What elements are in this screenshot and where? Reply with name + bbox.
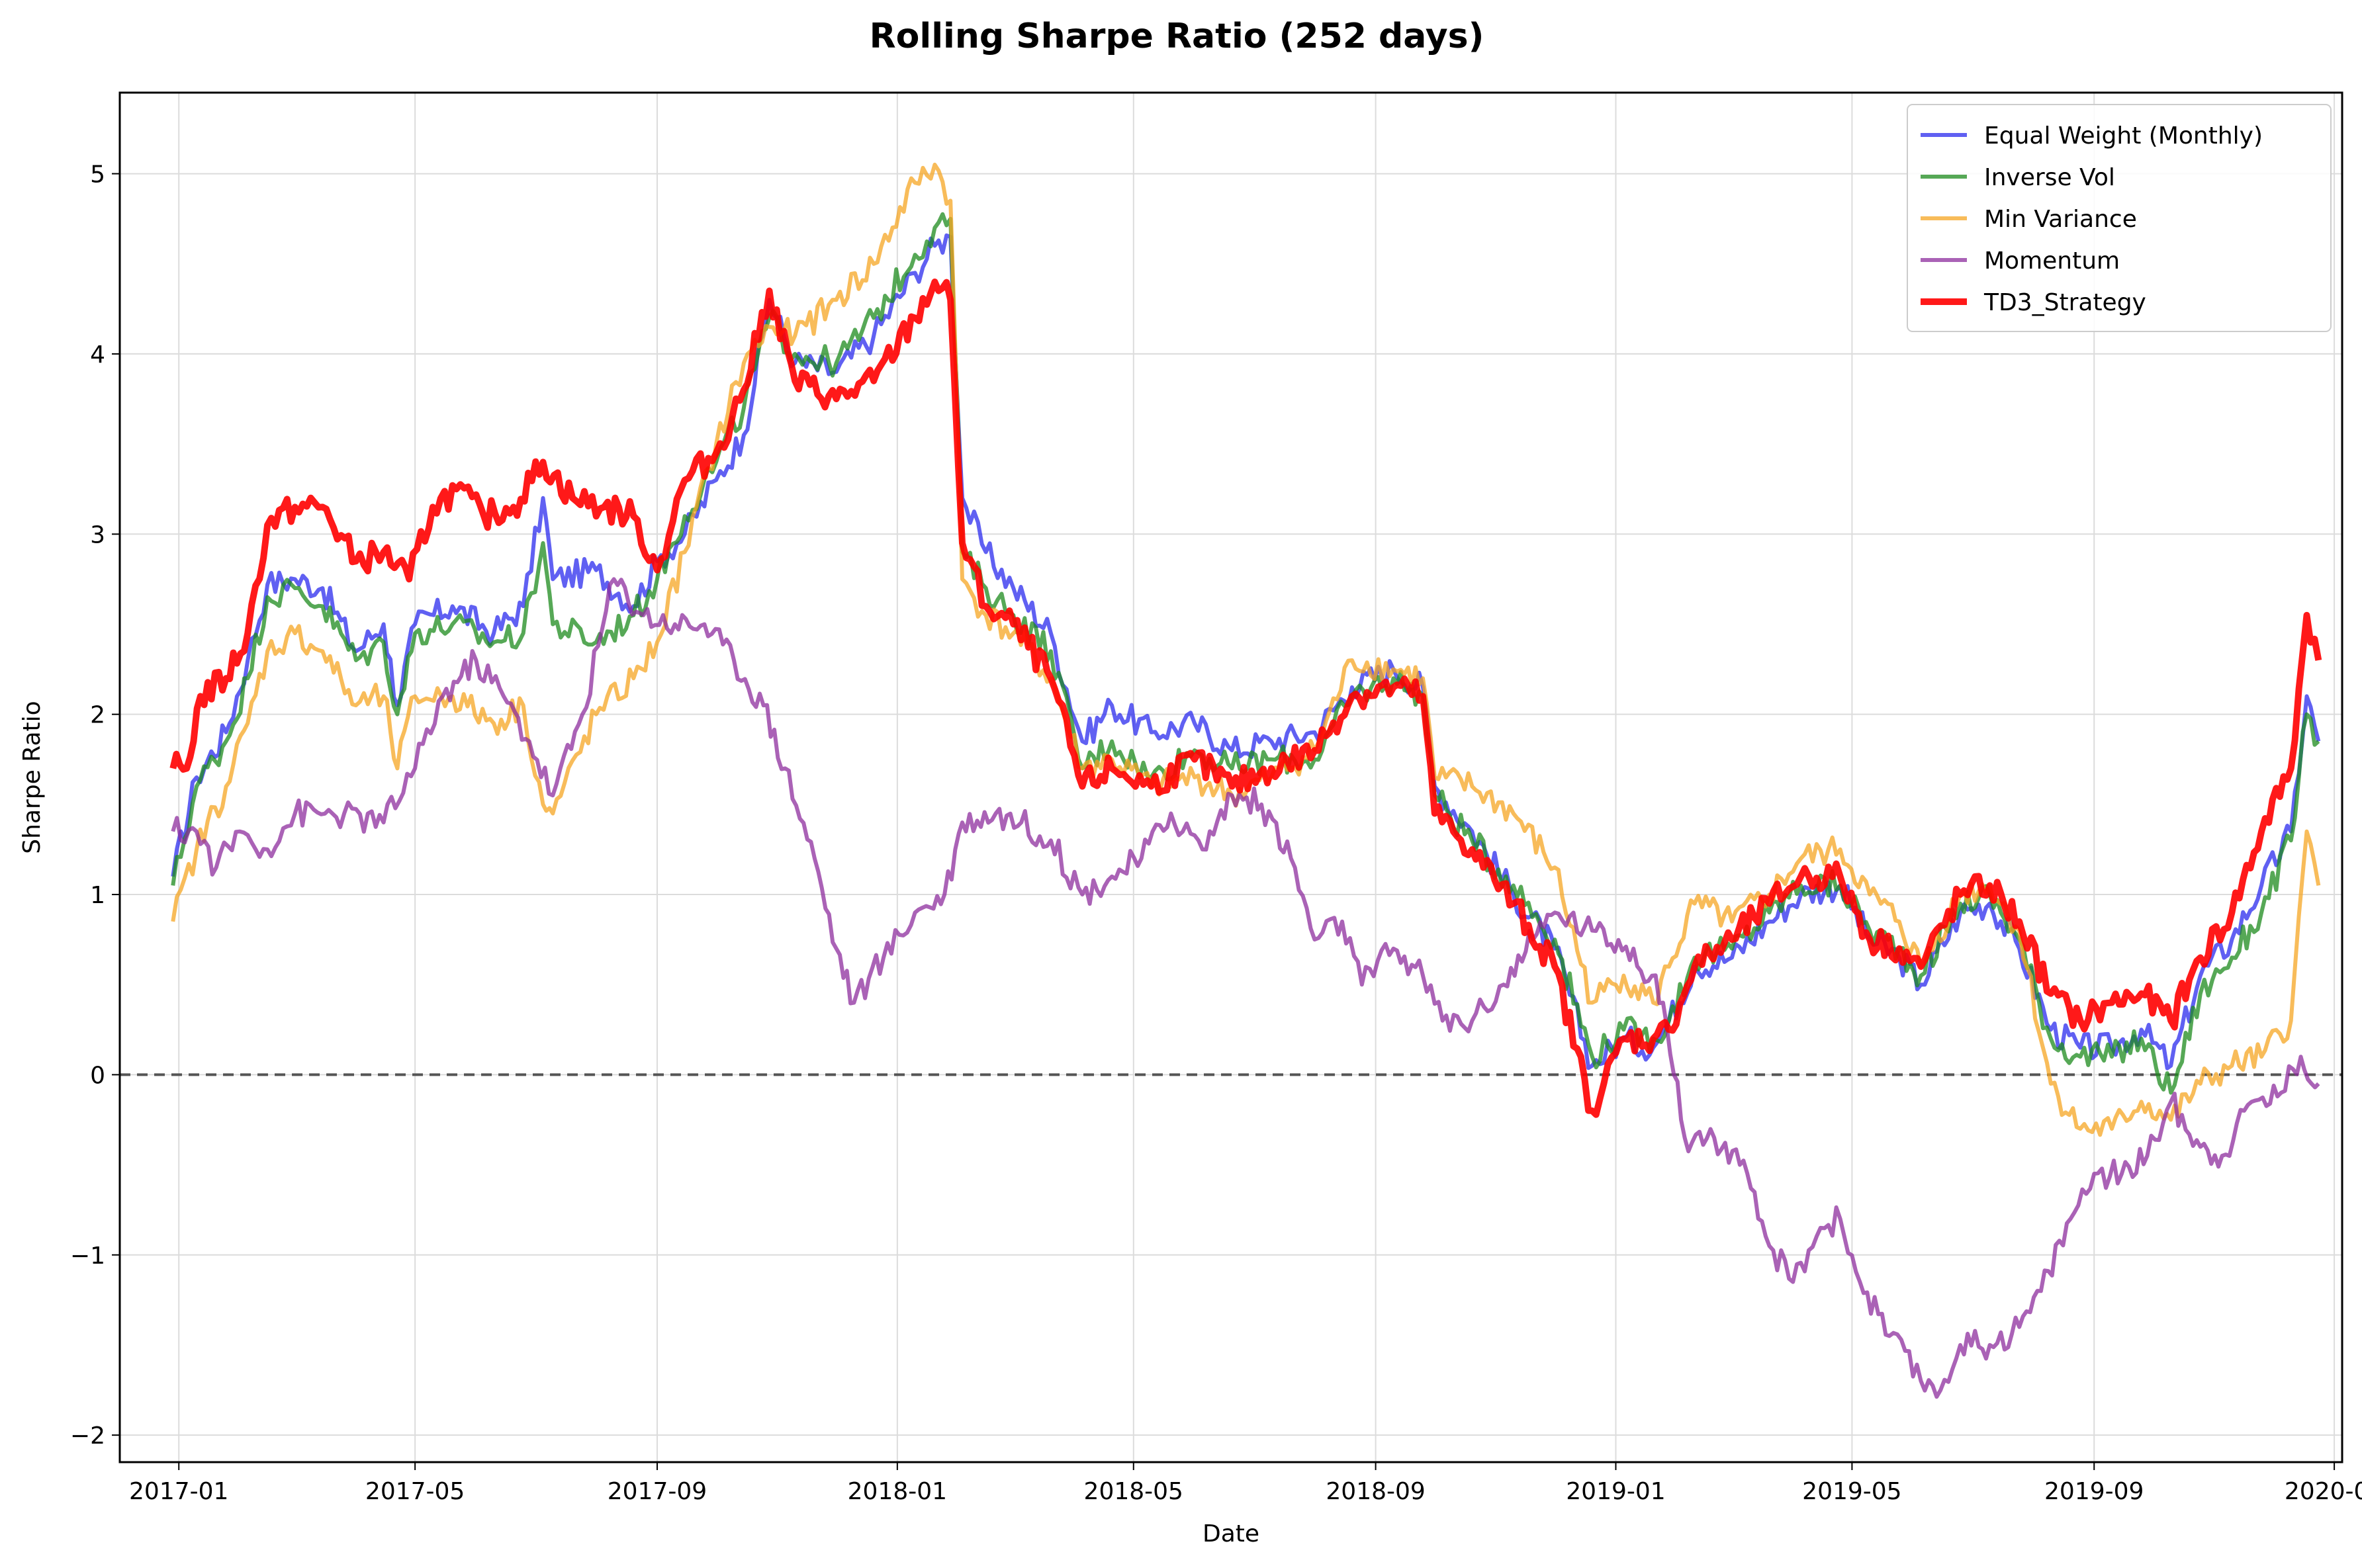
plot-frame [118,91,2343,1463]
x-tick-label: 2018-01 [848,1478,947,1505]
x-tick-label: 2020-01 [2285,1478,2362,1505]
x-tick-label: 2019-01 [1566,1478,1665,1505]
x-axis-label: Date [1203,1520,1259,1547]
series-line-inverse-vol [171,212,2320,1095]
x-tick-label: 2017-01 [129,1478,228,1505]
x-tick-label: 2017-09 [608,1478,707,1505]
y-tick-label: −1 [70,1242,105,1270]
y-tick-label: −2 [70,1422,105,1450]
series-layer [169,162,2322,1399]
series-line-td3-strategy [169,279,2322,1118]
y-tick-label: 1 [90,882,105,909]
legend-label: Inverse Vol [1984,164,2115,191]
legend-label: Min Variance [1984,206,2137,233]
legend-label: TD3_Strategy [1983,289,2146,316]
x-tick-label: 2018-09 [1326,1478,1425,1505]
y-axis-label: Sharpe Ratio [19,701,46,853]
y-tick-label: 5 [90,161,105,189]
legend-label: Equal Weight (Monthly) [1984,122,2263,150]
y-axis: −2 −1 0 1 2 3 4 5 [70,161,120,1450]
x-tick-label: 2018-05 [1084,1478,1183,1505]
x-axis: 2017-01 2017-05 2017-09 2018-01 2018-05 2018-… [129,1462,2362,1505]
chart-title: Rolling Sharpe Ratio (252 days) [870,17,1484,56]
x-tick-label: 2019-05 [1802,1478,1901,1505]
y-tick-label: 2 [90,702,105,729]
y-tick-label: 3 [90,521,105,548]
x-tick-label: 2019-09 [2044,1478,2144,1505]
series-line-momentum [171,577,2320,1399]
legend: Equal Weight (Monthly) Inverse Vol Min Var… [1907,104,2332,332]
y-tick-label: 4 [90,341,105,369]
x-tick-label: 2017-05 [365,1478,465,1505]
y-tick-label: 0 [90,1062,105,1089]
legend-box [1907,104,2332,332]
legend-label: Momentum [1984,247,2120,275]
